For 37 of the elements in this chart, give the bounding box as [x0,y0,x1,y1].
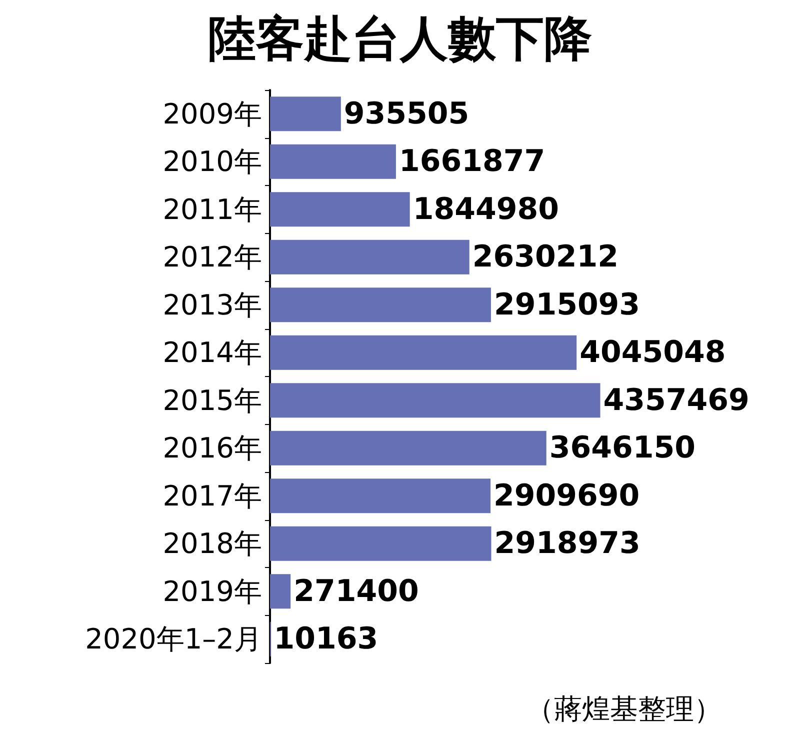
y-tick-label: 2012年 [162,240,262,274]
y-tick-label: 2015年 [162,384,262,417]
y-tick-label: 2011年 [162,192,262,226]
data-label: 1844980 [412,192,559,227]
data-label: 10163 [274,622,378,657]
chart-title: 陸客赴台人數下降 [208,11,592,67]
y-tick-label: 2014年 [162,336,262,370]
data-label: 935505 [344,96,470,132]
y-tick-label: 2018年 [162,527,262,560]
bar [270,335,577,370]
data-label: 4357469 [603,382,750,418]
y-tick-label: 2019年 [162,574,262,608]
y-tick-label: 2013年 [162,288,262,322]
bar [270,144,396,179]
data-label: 271400 [294,574,419,609]
bar [270,383,600,418]
bar [270,192,410,227]
text: （蔣煌基整理） [526,692,722,726]
data-label: 2918973 [494,526,640,562]
data-label: 3646150 [549,430,696,466]
bar [270,574,291,609]
y-tick-label: 2016年 [162,432,262,465]
bar [270,430,546,466]
bar [270,96,341,132]
data-label: 4045048 [580,335,726,370]
bar [270,288,491,322]
data-label: 1661877 [398,144,546,180]
bar [270,240,470,274]
bar [270,478,491,514]
y-tick-label: 2009年 [162,97,262,130]
y-tick-label: 2017年 [162,479,262,512]
y-tick-label: 2020年1–2月 [85,622,262,656]
bar [270,526,492,561]
data-label: 2630212 [472,240,618,275]
data-label: 2909690 [494,478,640,514]
y-tick-label: 2010年 [162,145,262,178]
data-label: 2915093 [494,287,640,322]
